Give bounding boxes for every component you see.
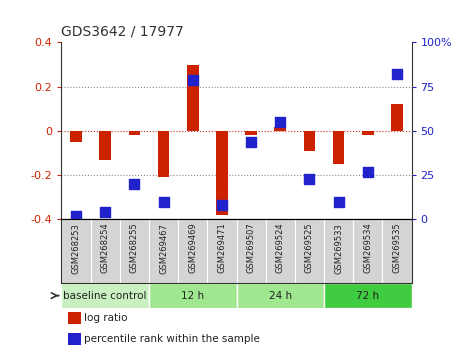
Bar xyxy=(120,219,149,283)
Bar xyxy=(149,283,236,308)
Bar xyxy=(149,219,178,283)
Bar xyxy=(61,219,91,283)
Point xyxy=(160,199,167,205)
Point xyxy=(306,176,313,182)
Text: percentile rank within the sample: percentile rank within the sample xyxy=(84,335,260,344)
Text: GSM269471: GSM269471 xyxy=(218,223,227,273)
Point xyxy=(364,169,372,175)
Point xyxy=(189,77,197,82)
Bar xyxy=(333,131,344,164)
Bar xyxy=(207,219,236,283)
Bar xyxy=(69,333,81,346)
Text: GSM268255: GSM268255 xyxy=(130,223,139,273)
Bar xyxy=(324,283,412,308)
Bar xyxy=(266,219,295,283)
Bar xyxy=(382,219,412,283)
Point xyxy=(131,181,138,187)
Bar xyxy=(236,283,324,308)
Bar xyxy=(178,219,207,283)
Bar xyxy=(362,131,374,136)
Bar xyxy=(274,127,286,131)
Text: GDS3642 / 17977: GDS3642 / 17977 xyxy=(61,25,184,39)
Bar xyxy=(61,283,149,308)
Text: 12 h: 12 h xyxy=(181,291,204,301)
Text: GSM268254: GSM268254 xyxy=(101,223,110,273)
Point xyxy=(101,210,109,215)
Text: 72 h: 72 h xyxy=(356,291,379,301)
Text: GSM269533: GSM269533 xyxy=(334,223,343,274)
Text: 24 h: 24 h xyxy=(269,291,292,301)
Bar xyxy=(158,131,169,177)
Bar xyxy=(91,219,120,283)
Bar xyxy=(187,65,199,131)
Text: baseline control: baseline control xyxy=(63,291,147,301)
Point xyxy=(335,199,342,205)
Bar xyxy=(216,131,228,215)
Text: GSM268253: GSM268253 xyxy=(71,223,80,274)
Text: log ratio: log ratio xyxy=(84,313,128,323)
Bar xyxy=(70,131,82,142)
Bar xyxy=(99,131,111,160)
Text: GSM269467: GSM269467 xyxy=(159,223,168,274)
Bar xyxy=(304,131,315,151)
Point xyxy=(72,213,80,219)
Bar xyxy=(236,219,266,283)
Point xyxy=(276,119,284,125)
Text: GSM269535: GSM269535 xyxy=(393,223,402,273)
Bar xyxy=(391,104,403,131)
Point xyxy=(218,202,226,208)
Point xyxy=(393,72,401,77)
Bar xyxy=(69,312,81,324)
Bar xyxy=(129,131,140,136)
Text: GSM269524: GSM269524 xyxy=(276,223,285,273)
Text: GSM269525: GSM269525 xyxy=(305,223,314,273)
Bar xyxy=(324,219,353,283)
Text: GSM269534: GSM269534 xyxy=(363,223,372,273)
Text: GSM269469: GSM269469 xyxy=(188,223,197,273)
Bar xyxy=(353,219,382,283)
Text: GSM269507: GSM269507 xyxy=(246,223,255,273)
Bar xyxy=(245,131,257,136)
Bar xyxy=(295,219,324,283)
Point xyxy=(247,139,255,144)
